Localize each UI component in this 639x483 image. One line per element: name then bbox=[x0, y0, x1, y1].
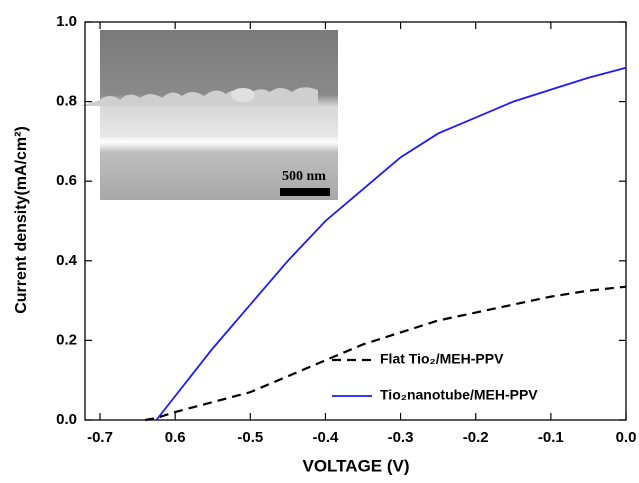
scale-label: 500 nm bbox=[282, 169, 326, 184]
x-tick-label: -0.1 bbox=[538, 429, 564, 446]
nanotube-layer bbox=[80, 87, 318, 106]
legend-label: Tio₂nanotube/MEH-PPV bbox=[380, 387, 538, 403]
x-tick-label: -0.5 bbox=[237, 429, 263, 446]
legend-label: Flat Tio₂/MEH-PPV bbox=[380, 351, 504, 367]
y-axis-label: Current density(mA/cm²) bbox=[13, 126, 30, 314]
x-tick-label: 0.0 bbox=[616, 429, 637, 446]
data-line bbox=[155, 66, 627, 421]
y-tick-label: 0.0 bbox=[56, 411, 77, 428]
y-tick-label: 0.6 bbox=[56, 172, 77, 189]
x-tick-label: 0.6 bbox=[165, 429, 186, 446]
inset-image: 500 nm bbox=[80, 30, 338, 200]
sem-image bbox=[100, 30, 338, 200]
particle bbox=[231, 88, 255, 102]
y-tick-label: 1.0 bbox=[56, 13, 77, 30]
x-tick-label: -0.4 bbox=[313, 429, 340, 446]
y-tick-label: 0.4 bbox=[56, 252, 78, 269]
x-tick-label: -0.2 bbox=[463, 429, 489, 446]
x-axis-label: VOLTAGE (V) bbox=[302, 456, 409, 475]
x-tick-label: -0.7 bbox=[87, 429, 113, 446]
scale-bar bbox=[280, 188, 330, 196]
x-tick-label: -0.3 bbox=[388, 429, 414, 446]
data-line bbox=[144, 285, 627, 422]
y-tick-label: 0.8 bbox=[56, 93, 77, 110]
y-tick-label: 0.2 bbox=[56, 331, 77, 348]
plot-frame bbox=[84, 21, 627, 421]
